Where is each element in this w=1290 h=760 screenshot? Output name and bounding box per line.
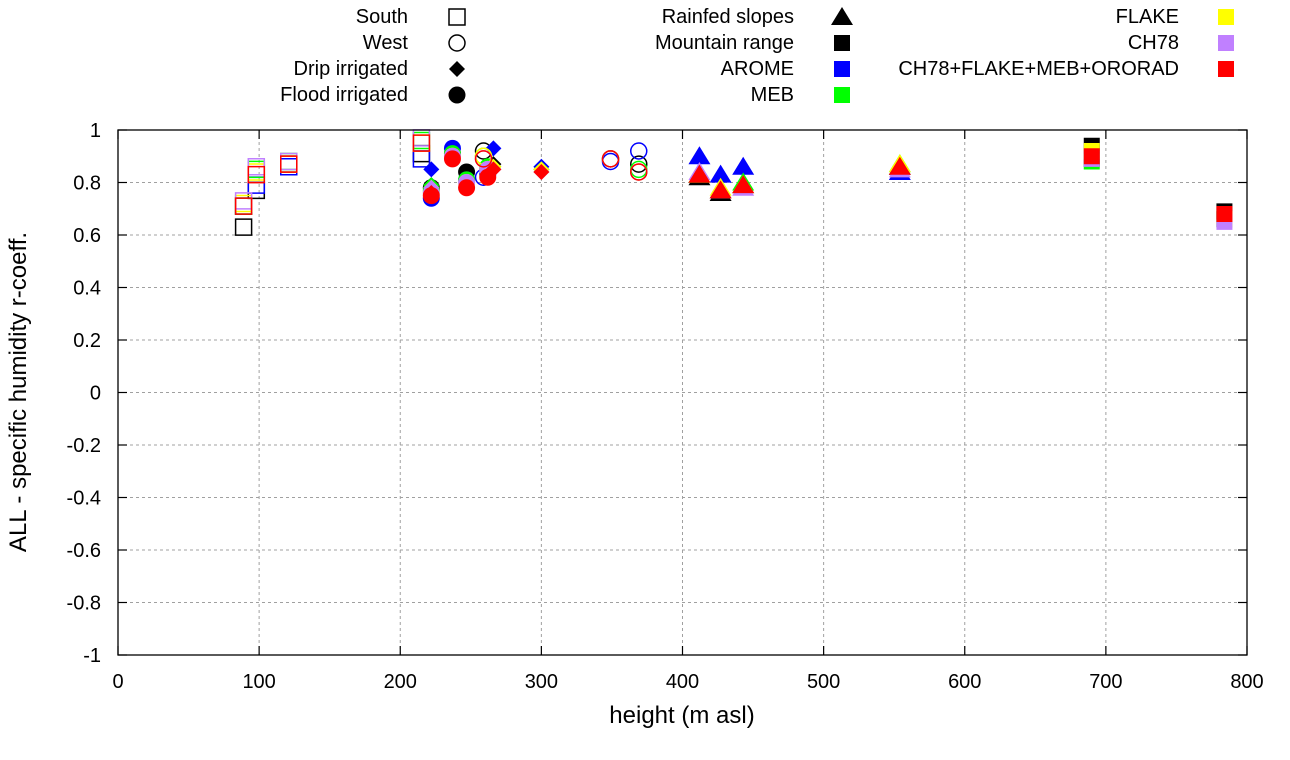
data-point [630, 155, 648, 173]
legend-label: West [363, 32, 409, 54]
data-point [688, 146, 711, 165]
series-ch78-flake-meb-ororad [234, 134, 1233, 222]
legend-label: CH78 [1128, 32, 1179, 54]
data-point [280, 155, 298, 173]
y-tick-label: 0 [90, 383, 101, 405]
data-point [1083, 148, 1100, 165]
data-point [709, 180, 732, 199]
data-point [443, 150, 461, 168]
y-tick-label: 0.6 [73, 225, 101, 247]
legend-label: AROME [721, 58, 794, 80]
legend-swatch [834, 87, 850, 103]
data-point [422, 187, 440, 205]
legend-marker-circle-open [448, 34, 466, 52]
data-point [888, 156, 911, 175]
series-meb [234, 131, 1233, 228]
legend-marker-triangle-filled [831, 7, 853, 25]
y-axis-label: ALL - specific humidity r-coeff. [5, 232, 32, 552]
data-point [601, 150, 620, 168]
legend-label: Rainfed slopes [662, 6, 794, 28]
data-point [630, 163, 648, 181]
x-tick-label: 700 [1089, 671, 1122, 693]
data-point [234, 218, 253, 236]
legend-marker-diamond-filled [449, 61, 465, 77]
x-axis-label: height (m asl) [609, 702, 754, 729]
y-axis-ticks: -1 -0.8 -0.6 -0.4 -0.2 0 0.2 0.4 0.6 0.8 1 [67, 120, 1247, 667]
data-point [732, 156, 755, 175]
data-point [732, 175, 755, 194]
legend-swatch [1218, 9, 1234, 25]
data-point [485, 161, 502, 178]
legend-label: Mountain range [655, 32, 794, 54]
y-tick-label: 0.8 [73, 173, 101, 195]
legend-swatch [1218, 35, 1234, 51]
data-point [247, 165, 266, 184]
data-point [474, 150, 493, 168]
x-axis-ticks: 0 100 200 300 400 500 600 700 800 [112, 130, 1264, 693]
legend-label: South [356, 6, 408, 28]
legend-swatch [834, 61, 850, 77]
x-tick-label: 100 [242, 671, 275, 693]
x-tick-label: 400 [666, 671, 699, 693]
data-point [1216, 206, 1233, 222]
grid-lines [118, 130, 1247, 655]
y-tick-label: 0.2 [73, 330, 101, 352]
data-point [423, 161, 440, 178]
data-point [412, 134, 431, 152]
legend-swatch [1218, 61, 1234, 77]
data-point [458, 179, 476, 197]
legend-label: Drip irrigated [294, 58, 408, 80]
y-tick-label: 0.4 [73, 278, 101, 300]
legend-marker-circle-filled [448, 86, 466, 104]
x-tick-label: 600 [948, 671, 981, 693]
data-point [533, 164, 550, 180]
y-tick-label: -0.2 [67, 435, 101, 457]
series-arome [234, 139, 1233, 228]
x-tick-label: 0 [112, 671, 123, 693]
series-ref [234, 137, 1233, 236]
y-tick-label: -0.4 [67, 488, 101, 510]
legend-label: MEB [751, 84, 794, 106]
legend: South West Drip irrigated Flood irrigated Ra… [280, 6, 1234, 106]
y-tick-label: -0.8 [67, 593, 101, 615]
legend-label: CH78+FLAKE+MEB+ORORAD [898, 58, 1179, 80]
legend-marker-square-filled [834, 35, 850, 51]
x-tick-label: 500 [807, 671, 840, 693]
data-point [234, 197, 253, 215]
data-point [709, 164, 732, 183]
legend-marker-square-open [448, 8, 466, 26]
data-point [630, 142, 648, 160]
data-point [485, 140, 502, 157]
x-tick-label: 800 [1230, 671, 1263, 693]
x-tick-label: 200 [384, 671, 417, 693]
legend-label: FLAKE [1116, 6, 1179, 28]
x-tick-label: 300 [525, 671, 558, 693]
y-tick-label: 1 [90, 120, 101, 142]
legend-label: Flood irrigated [280, 84, 408, 106]
y-tick-label: -1 [83, 645, 101, 667]
series-ch78 [234, 129, 1233, 230]
series-flake [234, 134, 1233, 228]
data-points [234, 129, 1233, 236]
data-point [412, 150, 431, 168]
data-point [688, 164, 711, 183]
y-tick-label: -0.6 [67, 540, 101, 562]
